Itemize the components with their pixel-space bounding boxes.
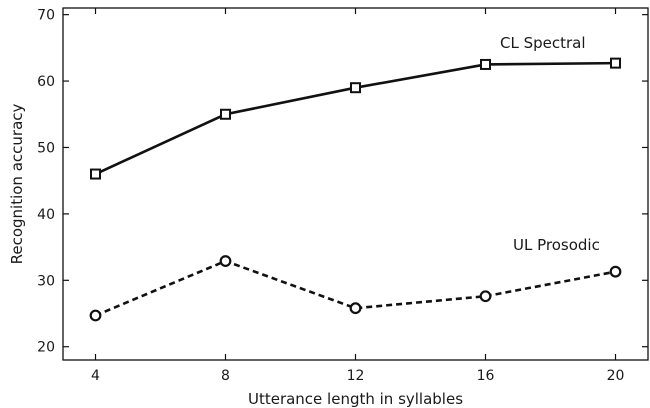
y-tick-label: 30 xyxy=(37,273,55,289)
x-tick-label: 16 xyxy=(477,368,495,384)
series-label-cl-spectral: CL Spectral xyxy=(500,34,586,52)
x-tick-label: 8 xyxy=(221,368,230,384)
y-tick-label: 70 xyxy=(37,8,55,24)
x-tick-label: 20 xyxy=(607,368,625,384)
x-axis-label: Utterance length in syllables xyxy=(248,390,463,408)
data-point-cl-spectral xyxy=(480,58,491,70)
y-tick-label: 20 xyxy=(37,340,55,356)
data-point-ul-prosodic xyxy=(349,302,362,315)
data-point-ul-prosodic xyxy=(609,265,622,278)
series-layer xyxy=(89,57,622,322)
x-tick-label: 4 xyxy=(91,368,100,384)
data-point-ul-prosodic xyxy=(89,309,102,322)
data-point-ul-prosodic xyxy=(219,255,232,267)
data-point-ul-prosodic xyxy=(479,290,492,303)
y-tick-label: 50 xyxy=(37,140,55,156)
x-tick-label: 12 xyxy=(347,368,365,384)
series-line-ul-prosodic xyxy=(94,259,616,317)
data-point-cl-spectral xyxy=(220,108,231,120)
y-tick-label: 40 xyxy=(37,207,55,223)
tick-labels: 4 8 12 16 20 20 30 40 50 60 70 xyxy=(37,8,624,384)
y-axis-label: Recognition accuracy xyxy=(8,103,26,264)
data-point-cl-spectral xyxy=(90,168,101,180)
series-line-cl-spectral xyxy=(94,61,616,176)
axis-ticks xyxy=(63,8,648,360)
data-point-cl-spectral xyxy=(350,82,361,94)
y-tick-label: 60 xyxy=(37,74,55,90)
data-point-cl-spectral xyxy=(610,57,621,69)
series-label-ul-prosodic: UL Prosodic xyxy=(513,236,600,254)
